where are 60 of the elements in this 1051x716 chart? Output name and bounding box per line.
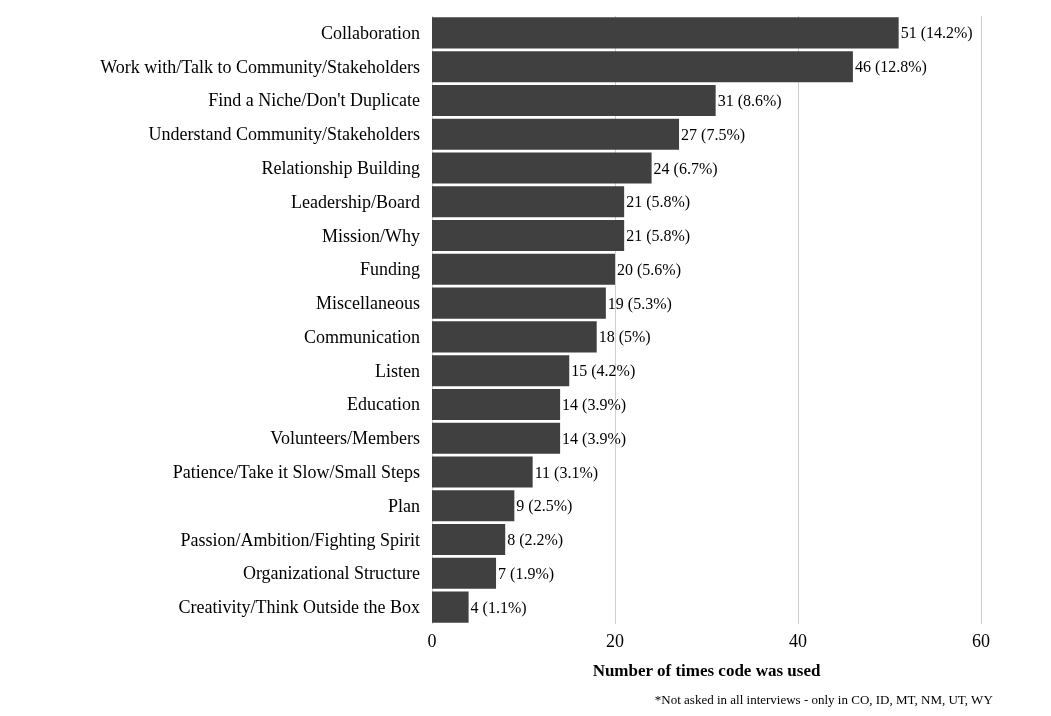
y-tick-label: Organizational Structure (242, 563, 421, 584)
y-tick-label: Education (347, 394, 420, 415)
bar (432, 186, 625, 218)
data-label: 11 (3.1%) (534, 463, 599, 482)
x-tick-label: 60 (972, 631, 990, 651)
data-label: 51 (14.2%) (900, 24, 973, 43)
x-tick-label: 20 (606, 631, 624, 651)
data-label: 21 (5.8%) (626, 227, 691, 246)
y-tick-label: Funding (359, 259, 420, 280)
data-label: 46 (12.8%) (854, 58, 927, 77)
y-tick-label: Plan (387, 495, 420, 516)
bar (432, 355, 570, 387)
bar (432, 490, 515, 522)
data-label: 19 (5.3%) (607, 294, 672, 313)
y-tick-label: Find a Niche/Don't Duplicate (208, 90, 420, 111)
y-tick-label: Understand Community/Stakeholders (148, 124, 420, 145)
data-label: 24 (6.7%) (653, 159, 718, 178)
text: *Not asked in all interviews - only in CO, ID, MT, NM, UT, WY (654, 692, 994, 707)
y-tick-label: Patience/Take it Slow/Small Steps (172, 462, 420, 482)
data-label: 18 (5%) (598, 328, 651, 347)
x-tick-label: 40 (789, 631, 807, 651)
y-tick-label: Work with/Talk to Community/Stakeholders (100, 56, 420, 77)
bar (432, 17, 899, 49)
bar (432, 388, 561, 420)
y-tick-label: Listen (375, 360, 420, 381)
y-tick-label: Leadership/Board (291, 191, 420, 212)
data-label: 31 (8.6%) (717, 91, 782, 110)
data-label: 7 (1.9%) (498, 564, 555, 583)
data-label: 9 (2.5%) (516, 497, 573, 516)
bar (432, 118, 680, 150)
x-tick-label: 0 (427, 631, 437, 651)
y-tick-label: Mission/Why (321, 225, 420, 246)
bar (432, 321, 597, 353)
data-label: 8 (2.2%) (507, 531, 564, 550)
bar (432, 287, 606, 319)
bar (432, 422, 561, 454)
y-tick-label: Passion/Ambition/Fighting Spirit (180, 529, 420, 550)
bar (432, 524, 506, 556)
bar (432, 456, 533, 488)
bar (432, 84, 716, 116)
y-tick-label: Relationship Building (261, 158, 420, 178)
data-label: 14 (3.9%) (562, 395, 627, 414)
data-label: 21 (5.8%) (626, 193, 691, 212)
y-tick-label: Miscellaneous (316, 293, 420, 314)
data-label: 20 (5.6%) (617, 260, 681, 279)
bar (432, 220, 625, 252)
bar (432, 51, 853, 83)
bar (432, 152, 652, 184)
data-label: 14 (3.9%) (562, 429, 627, 448)
y-tick-label: Communication (304, 326, 420, 347)
y-tick-label: Collaboration (321, 22, 420, 43)
bar (432, 253, 615, 285)
data-label: 4 (1.1%) (470, 598, 527, 617)
x-axis-title: Number of times code was used (592, 661, 821, 680)
bar (432, 557, 497, 589)
data-label: 15 (4.2%) (571, 362, 636, 381)
y-tick-label: Volunteers/Members (270, 428, 420, 449)
y-tick-label: Creativity/Think Outside the Box (178, 597, 420, 618)
bar (432, 591, 469, 623)
data-label: 27 (7.5%) (681, 125, 746, 144)
